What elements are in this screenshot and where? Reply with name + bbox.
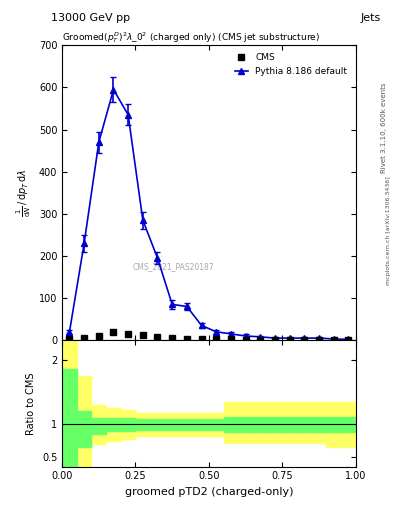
Text: mcplots.cern.ch [arXiv:1306.3436]: mcplots.cern.ch [arXiv:1306.3436]: [386, 176, 391, 285]
Text: CMS_2021_PAS20187: CMS_2021_PAS20187: [133, 262, 215, 271]
Text: Jets: Jets: [361, 13, 381, 23]
Legend: CMS, Pythia 8.186 default: CMS, Pythia 8.186 default: [231, 50, 351, 79]
Y-axis label: Ratio to CMS: Ratio to CMS: [26, 372, 37, 435]
Text: Groomed$(p_T^D)^2\lambda\_0^2$ (charged only) (CMS jet substructure): Groomed$(p_T^D)^2\lambda\_0^2$ (charged …: [62, 30, 320, 45]
Y-axis label: $\frac{1}{\mathrm{d}N}\,/\,\mathrm{d}p_T\,\mathrm{d}\lambda$: $\frac{1}{\mathrm{d}N}\,/\,\mathrm{d}p_T…: [15, 168, 33, 217]
Text: 13000 GeV pp: 13000 GeV pp: [51, 13, 130, 23]
X-axis label: groomed pTD2 (charged-only): groomed pTD2 (charged-only): [125, 487, 293, 497]
Text: Rivet 3.1.10, 600k events: Rivet 3.1.10, 600k events: [381, 83, 387, 173]
